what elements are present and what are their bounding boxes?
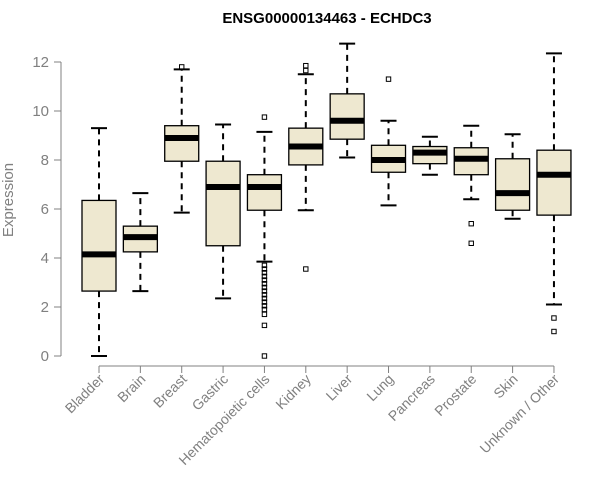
y-tick-label: 6 bbox=[41, 201, 49, 218]
x-tick-label: Liver bbox=[323, 371, 356, 404]
outlier-point bbox=[261, 273, 268, 280]
box-unknown-other bbox=[536, 52, 572, 335]
box-prostate bbox=[453, 124, 489, 247]
axes: 0 2 4 6 8 10 12 bbox=[32, 54, 555, 373]
x-tick-label: Skin bbox=[490, 371, 521, 402]
boxes-group bbox=[81, 42, 572, 359]
y-axis-label: Expression bbox=[0, 163, 17, 237]
box-iqr bbox=[205, 160, 241, 247]
x-tick-label: Breast bbox=[150, 371, 190, 411]
outlier-point bbox=[261, 284, 268, 291]
y-tick-label: 8 bbox=[41, 152, 49, 169]
outlier-point bbox=[261, 311, 268, 318]
outlier-point bbox=[261, 299, 268, 305]
outlier-point bbox=[468, 240, 474, 247]
x-tick-label: Unknown / Other bbox=[476, 371, 562, 457]
y-tick-label: 0 bbox=[41, 348, 49, 365]
box-hematopoietic-cells bbox=[246, 114, 283, 359]
box-iqr bbox=[164, 125, 200, 162]
outlier-point bbox=[303, 67, 309, 74]
y-tick-label: 4 bbox=[41, 250, 49, 267]
x-tick-label: Kidney bbox=[272, 371, 314, 413]
box-iqr bbox=[494, 158, 531, 211]
outlier-point bbox=[261, 262, 268, 269]
box-kidney bbox=[288, 62, 324, 272]
y-tick-label: 2 bbox=[41, 299, 49, 316]
outlier-point bbox=[468, 221, 474, 227]
x-tick-label: Lung bbox=[363, 371, 396, 404]
outlier-point bbox=[261, 114, 268, 120]
box-lung bbox=[370, 76, 407, 207]
chart-title: ENSG00000134463 - ECHDC3 bbox=[222, 10, 431, 27]
x-tick-label: Bladder bbox=[62, 371, 108, 417]
outlier-point bbox=[179, 64, 185, 70]
box-breast bbox=[164, 64, 200, 214]
y-tick-label: 12 bbox=[32, 54, 49, 71]
outlier-point bbox=[303, 266, 309, 272]
outlier-point bbox=[261, 266, 268, 272]
outlier-point bbox=[385, 76, 392, 82]
outlier-point bbox=[261, 322, 268, 329]
outlier-point bbox=[551, 328, 557, 335]
y-tick-label: 10 bbox=[32, 103, 49, 120]
outlier-point bbox=[261, 295, 268, 302]
outlier-point bbox=[261, 270, 268, 276]
box-iqr bbox=[81, 199, 117, 292]
box-iqr bbox=[329, 93, 365, 140]
box-skin bbox=[494, 133, 531, 220]
box-liver bbox=[329, 42, 365, 159]
outlier-point bbox=[261, 303, 268, 309]
x-tick-label: Brain bbox=[114, 371, 148, 405]
box-bladder bbox=[81, 127, 117, 357]
outlier-point bbox=[261, 281, 268, 287]
x-tick-label: Prostate bbox=[431, 371, 479, 419]
outlier-point bbox=[261, 292, 268, 298]
outlier-point bbox=[261, 288, 268, 294]
outlier-point bbox=[261, 277, 268, 283]
box-iqr bbox=[536, 149, 572, 216]
outlier-point bbox=[303, 62, 309, 69]
box-iqr bbox=[246, 174, 283, 211]
outlier-point bbox=[261, 306, 268, 313]
box-brain bbox=[122, 192, 159, 293]
outlier-point bbox=[551, 315, 557, 321]
outlier-point bbox=[261, 353, 268, 359]
box-gastric bbox=[205, 123, 241, 300]
box-pancreas bbox=[412, 135, 448, 176]
